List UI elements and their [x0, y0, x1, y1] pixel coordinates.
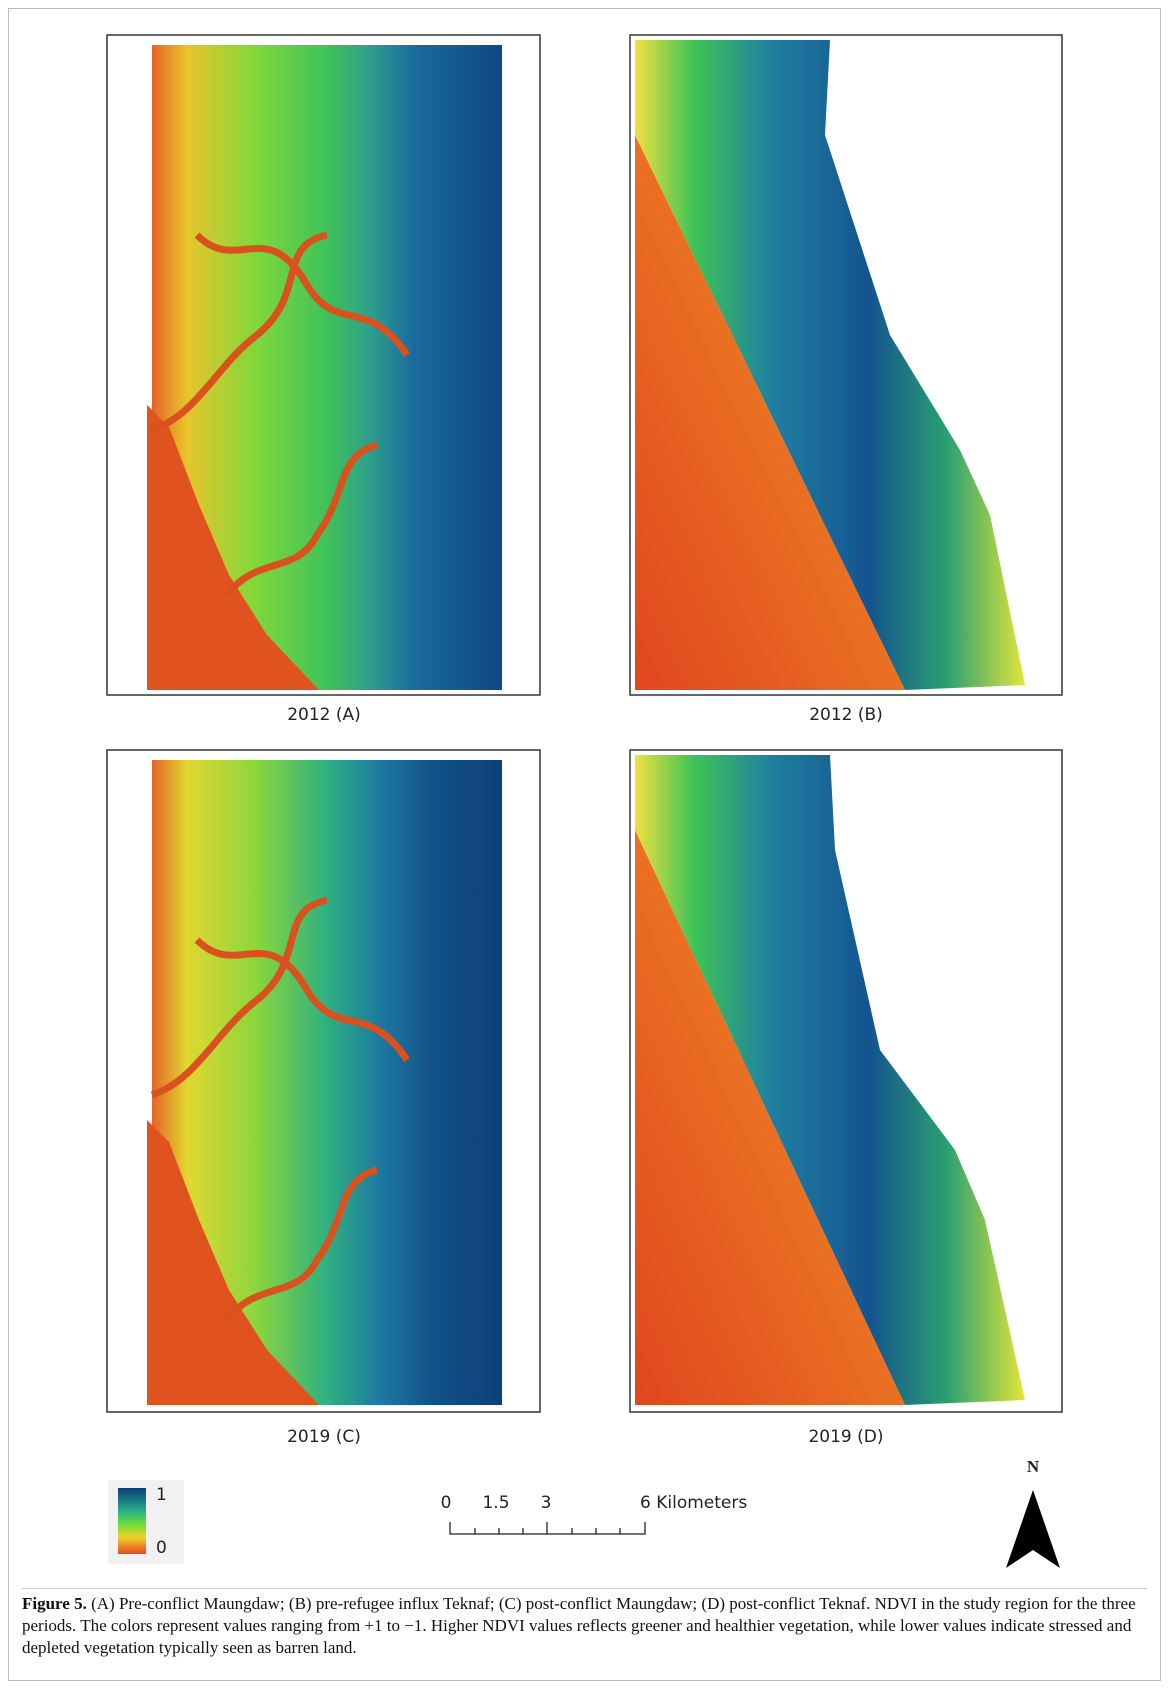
scale-label: 1.5 — [482, 1493, 509, 1513]
legend-max: 1 — [156, 1485, 167, 1505]
caption-text: (A) Pre-conflict Maungdaw; (B) pre-refug… — [22, 1594, 1136, 1657]
north-label: N — [1027, 1457, 1040, 1476]
legend-min: 0 — [156, 1538, 167, 1558]
caption: Figure 5. (A) Pre-conflict Maungdaw; (B)… — [22, 1588, 1147, 1679]
map-panel — [630, 750, 1062, 1412]
map-panel — [107, 35, 540, 695]
scale-label: 3 — [541, 1493, 552, 1513]
figure: 2012 (A) 2012 (B) 2019 (C) 2019 (D) 1 0 … — [0, 0, 1171, 1585]
panel-label: 2012 (B) — [809, 705, 883, 725]
panel-label: 2019 (D) — [808, 1427, 883, 1447]
legend: 1 0 — [108, 1480, 184, 1564]
scale-label: 6 Kilometers — [640, 1493, 747, 1513]
panel-label: 2012 (A) — [287, 705, 361, 725]
legend-ramp — [118, 1488, 146, 1554]
map-panel — [107, 750, 540, 1412]
page: 2012 (A) 2012 (B) 2019 (C) 2019 (D) 1 0 … — [0, 0, 1171, 1691]
caption-label: Figure 5. — [22, 1594, 87, 1613]
map-panel — [630, 35, 1062, 695]
panel-label: 2019 (C) — [287, 1427, 361, 1447]
scale-bar: 0 1.5 3 6 Kilometers — [441, 1493, 748, 1534]
north-arrow: N — [1006, 1457, 1060, 1568]
scale-label: 0 — [441, 1493, 452, 1513]
